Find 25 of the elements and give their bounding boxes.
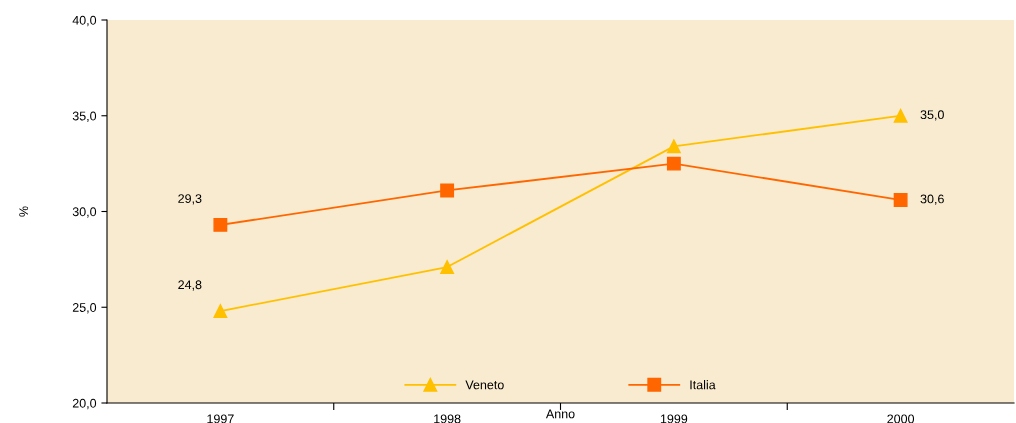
- legend-label: Italia: [690, 380, 716, 390]
- y-tick-label: 30,0: [72, 207, 97, 218]
- point: [893, 108, 908, 123]
- x-axis-title: Anno: [545, 409, 575, 419]
- x-tick-label: 1999: [660, 414, 688, 423]
- y-tick-label: 35,0: [72, 111, 97, 122]
- data-label: 35,0: [920, 110, 944, 121]
- x-tick-label: 1998: [434, 414, 461, 423]
- y-axis-title: %: [19, 206, 29, 217]
- y-tick-label: 25,0: [72, 303, 97, 314]
- point: [213, 304, 228, 319]
- data-label: 24,8: [178, 280, 202, 291]
- x-tick-label: 2000: [887, 414, 915, 423]
- point: [666, 139, 681, 154]
- y-tick-label: 40,0: [72, 15, 97, 27]
- point: [893, 193, 908, 207]
- data-label: 29,3: [178, 194, 202, 205]
- x-tick-label: 1997: [207, 414, 234, 423]
- point: [440, 183, 455, 198]
- data-label: 30,6: [920, 194, 944, 205]
- point: [213, 217, 228, 232]
- point: [666, 156, 681, 171]
- y-tick-label: 20,0: [72, 398, 97, 410]
- point: [440, 260, 455, 274]
- legend-label: Veneto: [465, 380, 504, 390]
